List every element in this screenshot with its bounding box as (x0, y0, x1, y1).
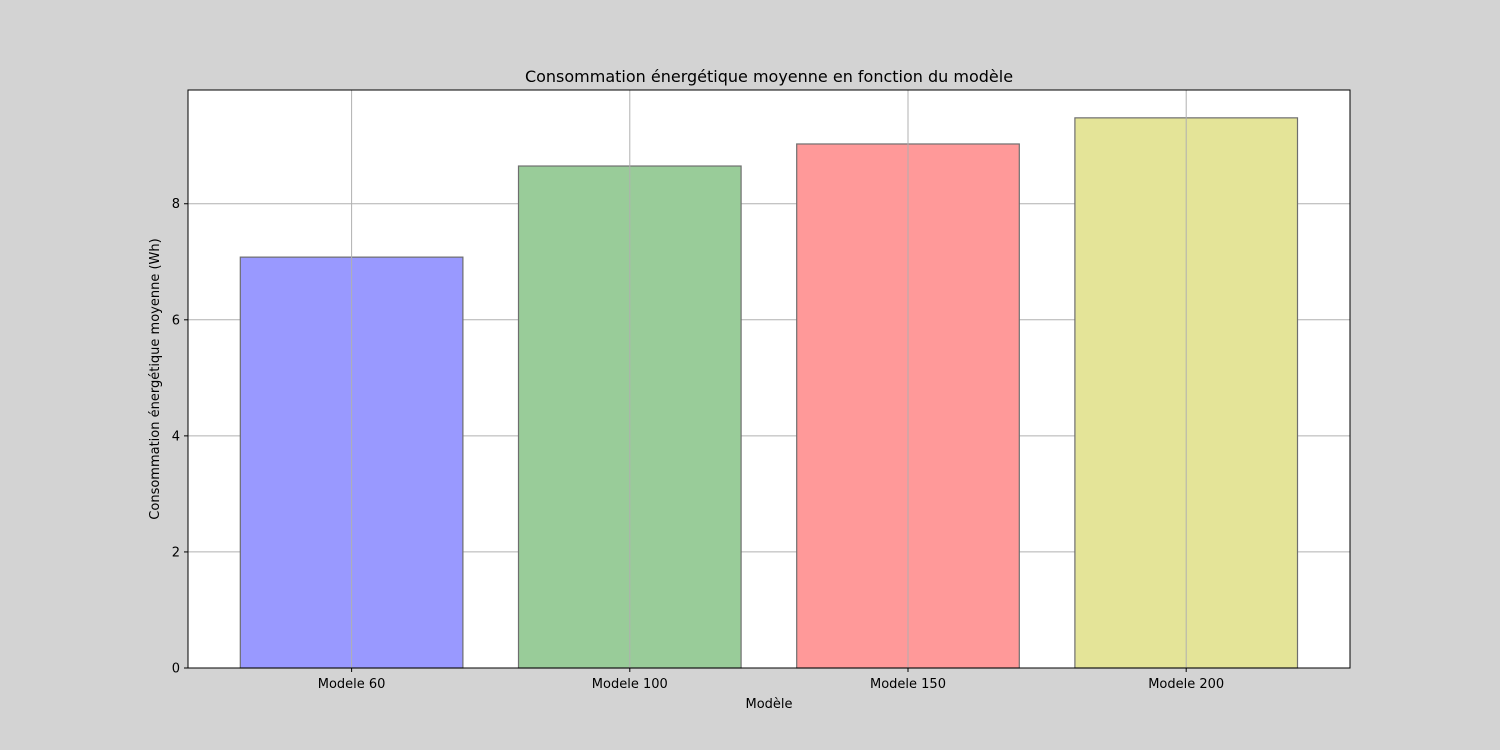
x-axis-ticks: Modele 60 Modele 100 Modele 150 Modele 200 (318, 668, 1224, 692)
x-tick-label: Modele 100 (592, 677, 668, 692)
y-tick-label: 8 (172, 197, 180, 212)
y-tick-label: 6 (172, 313, 180, 328)
y-axis-label: Consommation énergétique moyenne (Wh) (148, 238, 163, 519)
y-axis-ticks: 0 2 4 6 8 (172, 197, 188, 677)
x-axis-label: Modèle (745, 697, 792, 712)
y-tick-label: 0 (172, 662, 180, 677)
plot-frame (187, 89, 1351, 669)
x-tick-label: Modele 150 (870, 677, 946, 692)
y-tick-label: 4 (172, 429, 180, 444)
y-tick-label: 2 (172, 545, 180, 560)
vertical-grid-lines (351, 90, 1187, 668)
x-tick-label: Modele 200 (1148, 677, 1224, 692)
chart-title: Consommation énergétique moyenne en fonc… (525, 67, 1013, 86)
x-tick-label: Modele 60 (318, 677, 386, 692)
